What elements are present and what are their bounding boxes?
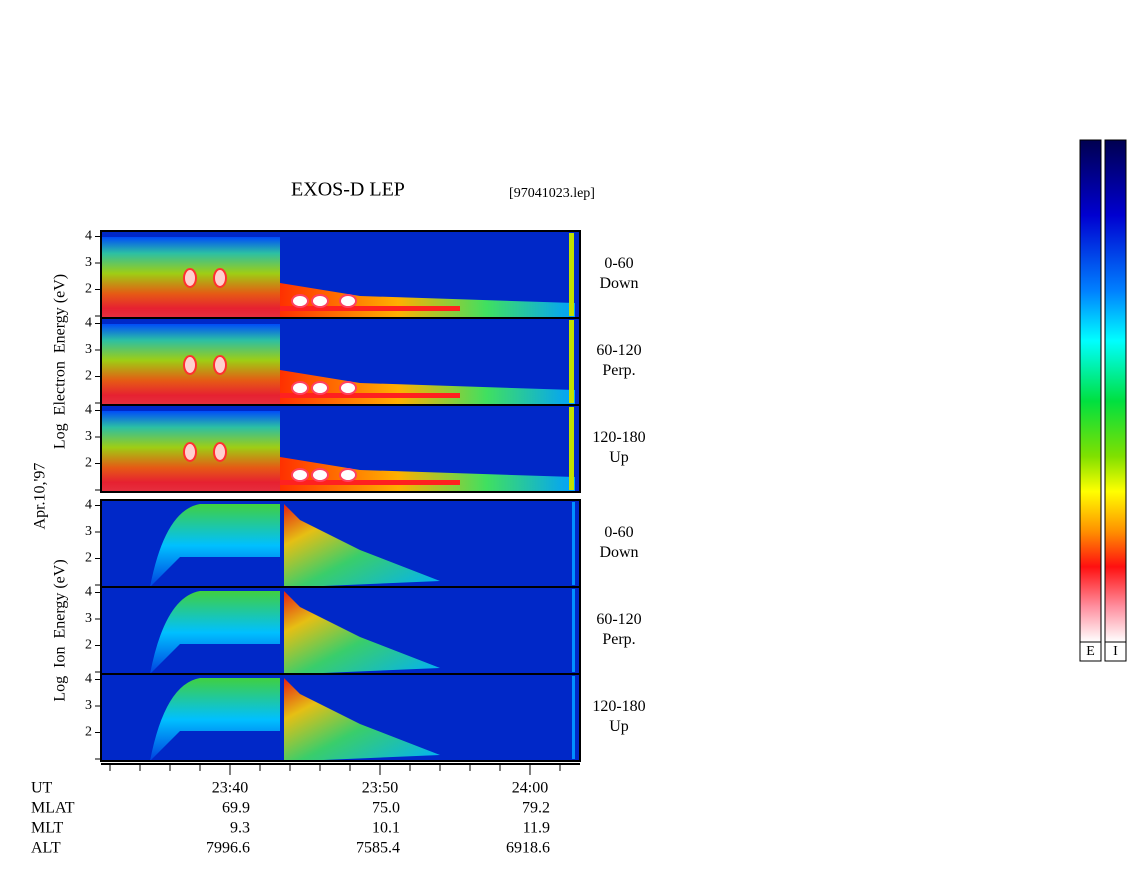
y-tick-label: 4: [85, 229, 92, 244]
flux-peak: [339, 468, 357, 482]
pitch-angle: 120-180: [592, 429, 645, 446]
flux-peak: [339, 381, 357, 395]
row-value: 7996.6: [206, 840, 250, 857]
pitch-angle: 0-60: [604, 524, 633, 541]
row-value: 9.3: [230, 820, 250, 837]
low-edge: [280, 480, 460, 485]
ion-band: [284, 678, 440, 761]
row-label: MLT: [31, 820, 64, 837]
row-label: ALT: [31, 840, 61, 857]
panel-frame: [100, 404, 581, 493]
colorbar-label-box: [1104, 641, 1127, 662]
y-tick-label: 3: [85, 698, 92, 713]
direction: Up: [609, 449, 629, 466]
flux-peak: [291, 468, 309, 482]
ion-arch: [150, 678, 280, 761]
y-tick-label: 4: [85, 316, 92, 331]
ion-band: [284, 591, 440, 674]
direction: Up: [609, 718, 629, 735]
colorbar-label: I: [1113, 644, 1118, 659]
low-edge: [280, 393, 460, 398]
row-value: 11.9: [523, 820, 550, 837]
y-tick-label: 4: [85, 403, 92, 418]
row-value: 7585.4: [356, 840, 400, 857]
row-value: 24:00: [512, 780, 548, 797]
colorbar-label: E: [1086, 644, 1095, 659]
direction: Perp.: [602, 631, 635, 648]
colorbars: [1079, 139, 1127, 662]
pitch-angle: 60-120: [596, 342, 641, 359]
axis-label: Log Electron Energy (eV): [52, 274, 69, 449]
flux-peak: [213, 442, 227, 462]
flux-peak: [339, 294, 357, 308]
flux-peak: [311, 468, 329, 482]
date: Apr.10,'97: [32, 463, 49, 530]
row-value: 6918.6: [506, 840, 550, 857]
y-tick-label: 2: [85, 638, 92, 653]
direction: Down: [599, 544, 638, 561]
edge-strip: [572, 676, 575, 759]
row-value: 23:50: [362, 780, 398, 797]
flux-peak: [183, 442, 197, 462]
pitch-angle: 60-120: [596, 611, 641, 628]
y-tick-label: 3: [85, 611, 92, 626]
y-tick-label: 2: [85, 456, 92, 471]
flux-peak: [183, 355, 197, 375]
y-tick-label: 4: [85, 672, 92, 687]
flux-peak: [291, 294, 309, 308]
flux-peak: [183, 268, 197, 288]
pitch-angle: 0-60: [604, 255, 633, 272]
row-label: MLAT: [31, 800, 75, 817]
row-value: 23:40: [212, 780, 248, 797]
y-tick-label: 2: [85, 725, 92, 740]
ion-band: [284, 504, 440, 587]
edge-strip: [569, 233, 574, 316]
flux-peak: [213, 268, 227, 288]
flux-peak: [291, 381, 309, 395]
ion-arch: [150, 504, 280, 587]
flux-peak: [311, 381, 329, 395]
ion-arch: [150, 591, 280, 674]
y-tick-label: 3: [85, 255, 92, 270]
y-tick-label: 2: [85, 282, 92, 297]
y-tick-label: 3: [85, 429, 92, 444]
direction: Perp.: [602, 362, 635, 379]
edge-strip: [569, 320, 574, 403]
y-tick-label: 3: [85, 524, 92, 539]
row-value: 69.9: [222, 800, 250, 817]
file-name: [97041023.lep]: [509, 186, 595, 201]
edge-strip: [572, 589, 575, 672]
row-value: 10.1: [372, 820, 400, 837]
row-value: 79.2: [522, 800, 550, 817]
y-tick-label: 3: [85, 342, 92, 357]
y-tick-label: 4: [85, 585, 92, 600]
edge-strip: [569, 407, 574, 490]
edge-strip: [572, 502, 575, 585]
pitch-angle: 120-180: [592, 698, 645, 715]
flux-peak: [311, 294, 329, 308]
panel-frame: [100, 673, 581, 762]
row-value: 75.0: [372, 800, 400, 817]
y-tick-label: 4: [85, 498, 92, 513]
low-edge: [280, 306, 460, 311]
y-tick-label: 2: [85, 551, 92, 566]
spectrogram-area: [95, 230, 581, 762]
direction: Down: [599, 275, 638, 292]
y-tick-label: 2: [85, 369, 92, 384]
axis-label: Log Ion Energy (eV): [52, 559, 69, 701]
row-label: UT: [31, 780, 53, 797]
title: EXOS-D LEP: [291, 179, 405, 201]
colorbar-i: [1104, 139, 1127, 643]
colorbar-label-box: [1079, 641, 1102, 662]
colorbar-e: [1079, 139, 1102, 643]
flux-peak: [213, 355, 227, 375]
